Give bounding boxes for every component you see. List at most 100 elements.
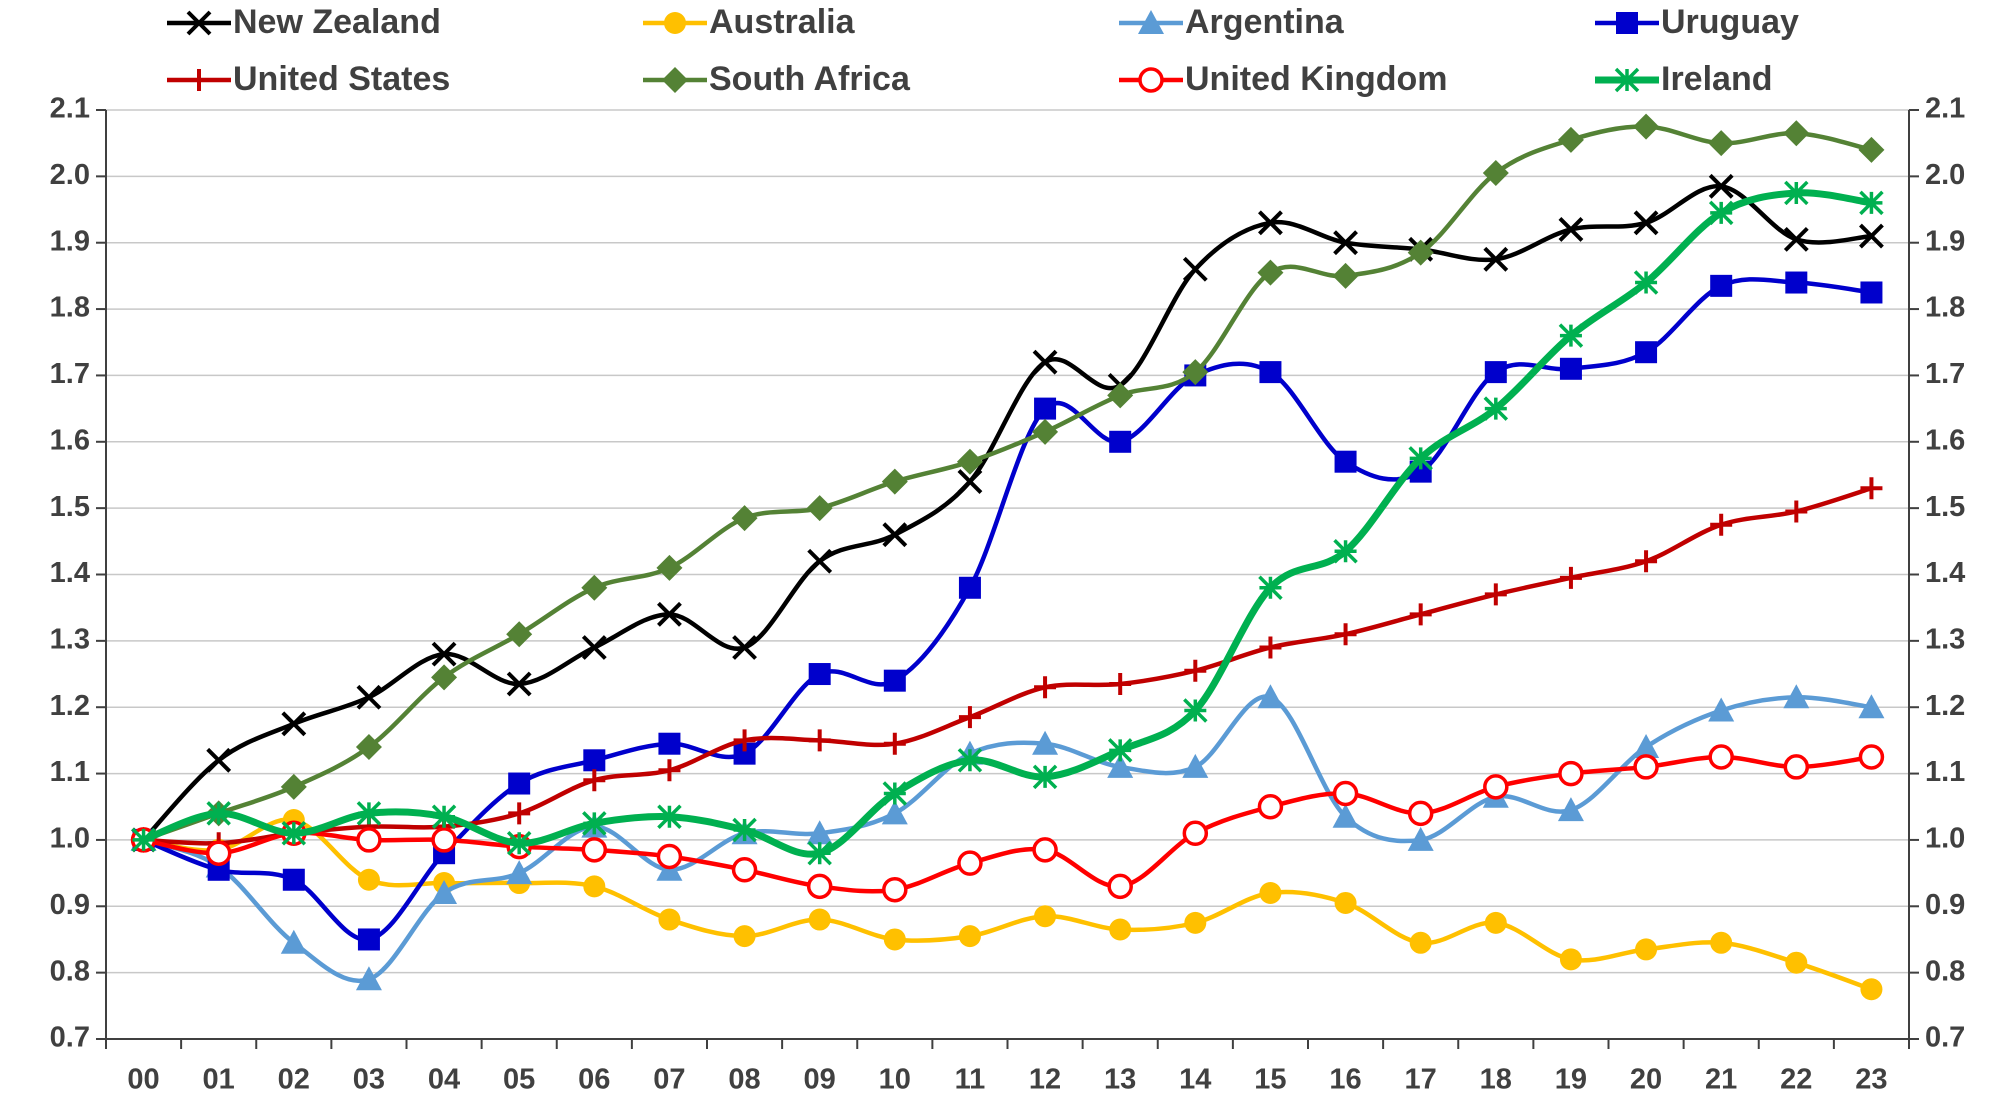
point <box>131 827 156 853</box>
point <box>1407 826 1434 851</box>
point <box>882 781 908 806</box>
point <box>1860 477 1883 500</box>
point <box>881 800 908 825</box>
y-tick-label: 0.8 <box>50 955 90 987</box>
y2-tick-label: 0.9 <box>1925 889 1965 921</box>
y-tick-label: 1.5 <box>50 491 90 523</box>
point <box>883 669 906 692</box>
legend-label: New Zealand <box>233 3 441 41</box>
x-tick-label: 17 <box>1405 1064 1437 1096</box>
point <box>731 505 758 532</box>
point <box>431 880 458 905</box>
x-tick-label: 13 <box>1104 1064 1136 1096</box>
point <box>1034 397 1057 420</box>
point <box>958 576 981 599</box>
point <box>1259 636 1282 659</box>
y2-tick-label: 1.2 <box>1925 690 1965 722</box>
point <box>508 802 531 825</box>
x-tick-label: 14 <box>1179 1064 1211 1096</box>
legend-marker <box>186 10 212 36</box>
point <box>1710 931 1733 954</box>
point <box>658 732 681 755</box>
point <box>1109 918 1132 941</box>
point <box>1109 672 1132 695</box>
y-tick-label: 2.1 <box>50 93 90 125</box>
point <box>581 837 608 863</box>
point <box>1708 173 1734 199</box>
point <box>1483 774 1509 800</box>
point <box>508 772 531 795</box>
point <box>656 843 683 870</box>
x-tick-label: 15 <box>1254 1064 1286 1096</box>
point <box>1483 396 1509 421</box>
point <box>281 711 307 737</box>
point <box>1107 753 1134 778</box>
y-tick-label: 1.2 <box>50 690 90 722</box>
point <box>958 706 981 729</box>
point <box>1483 246 1509 272</box>
point <box>1708 130 1735 157</box>
point <box>206 747 232 773</box>
point <box>1257 259 1284 286</box>
point <box>1334 623 1357 646</box>
point <box>1257 684 1284 709</box>
y-tick-label: 0.7 <box>50 1022 90 1054</box>
point <box>356 801 382 826</box>
legend-item: United Kingdom <box>1119 60 1448 98</box>
point <box>583 875 606 898</box>
point <box>1182 820 1209 847</box>
point <box>581 635 607 660</box>
point <box>1860 978 1883 1001</box>
legend-item: South Africa <box>643 60 911 98</box>
x-tick-label: 20 <box>1630 1064 1662 1096</box>
point <box>1859 223 1884 249</box>
point <box>732 635 757 660</box>
point <box>280 773 307 800</box>
y2-tick-label: 0.8 <box>1925 955 1965 987</box>
point <box>1635 938 1658 961</box>
point <box>355 966 382 991</box>
series <box>130 684 1885 991</box>
x-tick-label: 22 <box>1780 1064 1812 1096</box>
point <box>656 554 683 581</box>
point <box>957 469 983 495</box>
point <box>881 468 908 495</box>
y2-tick-label: 1.3 <box>1925 624 1965 656</box>
point <box>1633 113 1660 140</box>
legend-marker <box>1614 67 1640 93</box>
point <box>1482 160 1509 187</box>
x-tick-label: 03 <box>353 1064 385 1096</box>
point <box>1334 450 1357 473</box>
point <box>958 925 981 948</box>
y-tick-label: 1.4 <box>50 557 90 589</box>
y-tick-label: 1.3 <box>50 624 90 656</box>
legend-item: Ireland <box>1595 60 1772 98</box>
x-tick-label: 07 <box>653 1064 685 1096</box>
point <box>582 811 607 836</box>
legend-label: Ireland <box>1661 60 1772 98</box>
y-tick-label: 1.9 <box>50 225 90 257</box>
point <box>1860 281 1883 304</box>
point <box>1484 911 1507 934</box>
point <box>1859 190 1884 216</box>
point <box>1633 270 1659 295</box>
point <box>355 734 382 761</box>
point <box>733 729 756 752</box>
legend-marker <box>662 67 688 93</box>
point <box>506 671 532 697</box>
series-line <box>142 189 1872 858</box>
y2-tick-label: 2.0 <box>1925 159 1965 191</box>
series-line <box>143 486 1873 846</box>
point <box>957 748 983 773</box>
point <box>1184 911 1207 934</box>
point <box>1708 200 1734 226</box>
point <box>357 868 380 891</box>
legend-label: United States <box>233 60 450 98</box>
point <box>1559 357 1582 380</box>
point <box>1258 575 1283 601</box>
y-tick-label: 1.1 <box>50 756 90 788</box>
x-tick-label: 16 <box>1329 1064 1361 1096</box>
point <box>806 495 833 522</box>
point <box>808 729 831 752</box>
